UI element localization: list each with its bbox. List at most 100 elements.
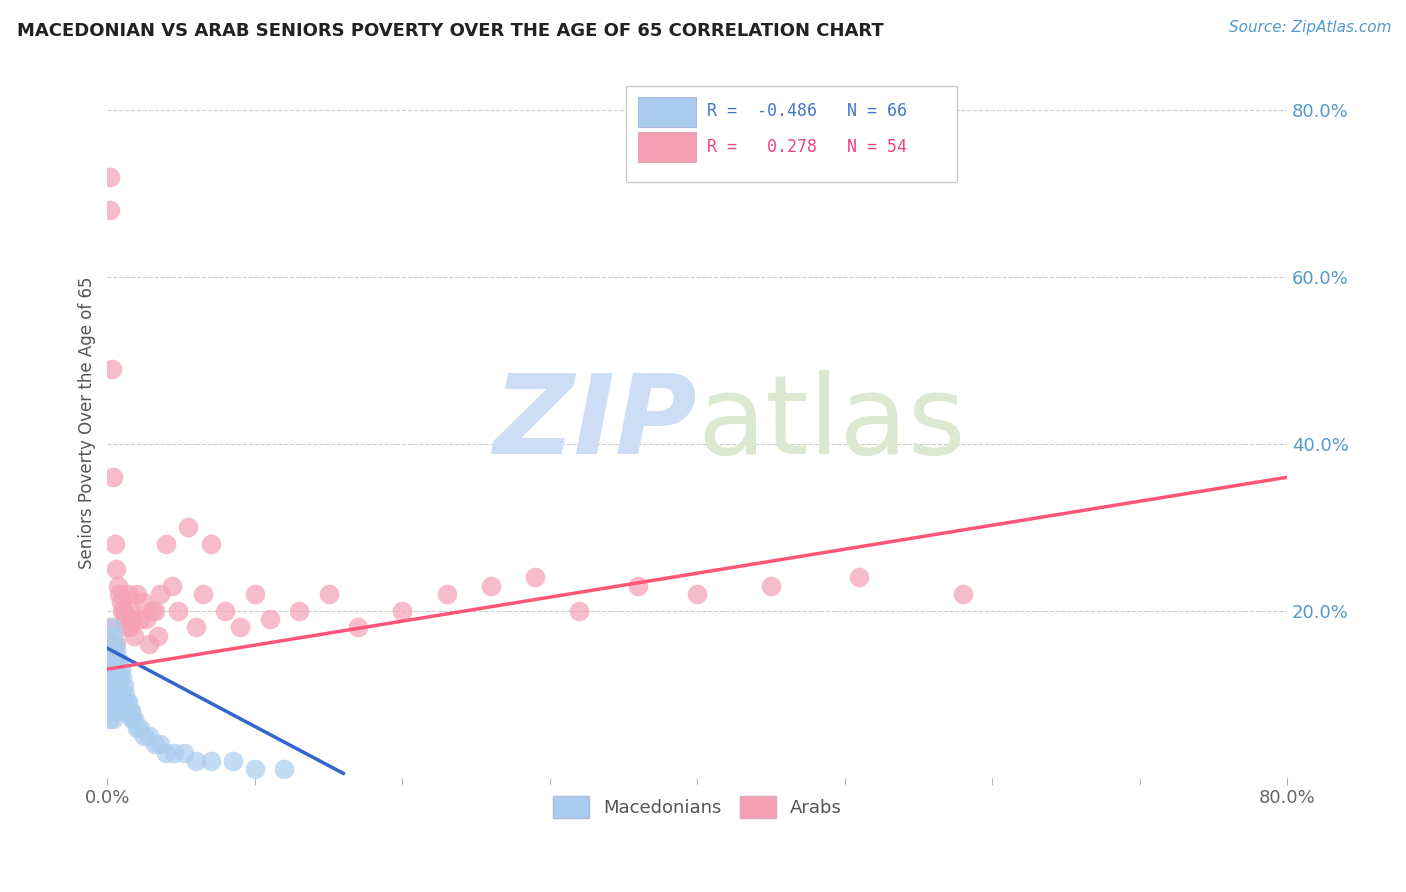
Point	[108, 654, 131, 668]
Point	[103, 679, 125, 693]
Point	[104, 654, 127, 668]
Point	[98, 687, 121, 701]
Point	[104, 670, 127, 684]
FancyBboxPatch shape	[627, 87, 956, 182]
Point	[229, 620, 252, 634]
Point	[128, 612, 150, 626]
FancyBboxPatch shape	[638, 97, 696, 127]
Point	[101, 645, 124, 659]
Text: Source: ZipAtlas.com: Source: ZipAtlas.com	[1229, 20, 1392, 35]
Point	[103, 712, 125, 726]
Point	[627, 579, 650, 593]
Point	[101, 620, 124, 634]
Point	[98, 704, 121, 718]
Point	[118, 704, 141, 718]
Point	[138, 637, 160, 651]
Point	[97, 712, 120, 726]
Point	[112, 604, 135, 618]
Point	[173, 746, 195, 760]
Point	[112, 679, 135, 693]
Point	[97, 696, 120, 710]
Point	[143, 737, 166, 751]
Point	[105, 637, 128, 651]
Point	[103, 704, 125, 718]
Point	[115, 620, 138, 634]
Point	[184, 754, 207, 768]
Point	[167, 604, 190, 618]
Point	[101, 361, 124, 376]
Point	[111, 670, 134, 684]
Point	[108, 696, 131, 710]
Point	[107, 670, 129, 684]
Point	[214, 604, 236, 618]
Point	[114, 612, 136, 626]
Point	[121, 712, 143, 726]
Point	[120, 704, 142, 718]
Point	[259, 612, 281, 626]
Point	[125, 721, 148, 735]
Point	[848, 570, 870, 584]
Point	[155, 746, 177, 760]
Point	[112, 704, 135, 718]
Point	[103, 696, 125, 710]
Point	[135, 612, 157, 626]
Point	[105, 696, 128, 710]
Point	[759, 579, 782, 593]
Point	[141, 604, 163, 618]
Point	[193, 587, 215, 601]
Text: ZIP: ZIP	[494, 369, 697, 476]
Point	[318, 587, 340, 601]
Point	[568, 604, 591, 618]
Point	[104, 704, 127, 718]
Point	[125, 587, 148, 601]
Point	[107, 579, 129, 593]
Point	[104, 687, 127, 701]
Point	[143, 604, 166, 618]
Legend: Macedonians, Arabs: Macedonians, Arabs	[546, 789, 849, 825]
Point	[134, 729, 156, 743]
Point	[110, 662, 132, 676]
Point	[391, 604, 413, 618]
Point	[108, 670, 131, 684]
Point	[114, 687, 136, 701]
Point	[132, 595, 155, 609]
Point	[110, 595, 132, 609]
Point	[98, 696, 121, 710]
Point	[104, 537, 127, 551]
Point	[128, 721, 150, 735]
Point	[122, 712, 145, 726]
Point	[98, 645, 121, 659]
Point	[101, 637, 124, 651]
Point	[98, 679, 121, 693]
Point	[347, 620, 370, 634]
Point	[97, 704, 120, 718]
Point	[101, 687, 124, 701]
Point	[122, 629, 145, 643]
Point	[200, 537, 222, 551]
Point	[177, 520, 200, 534]
Point	[149, 737, 172, 751]
Point	[479, 579, 502, 593]
Point	[155, 537, 177, 551]
Point	[97, 670, 120, 684]
Point	[162, 579, 184, 593]
Point	[97, 687, 120, 701]
Point	[243, 762, 266, 776]
Point	[97, 620, 120, 634]
Point	[103, 629, 125, 643]
Point	[104, 637, 127, 651]
Point	[103, 470, 125, 484]
Point	[105, 679, 128, 693]
Point	[200, 754, 222, 768]
Point	[120, 604, 142, 618]
Point	[107, 654, 129, 668]
Point	[101, 679, 124, 693]
Point	[243, 587, 266, 601]
Point	[103, 662, 125, 676]
Point	[952, 587, 974, 601]
Point	[436, 587, 458, 601]
Point	[686, 587, 709, 601]
Text: R =   0.278   N = 54: R = 0.278 N = 54	[707, 137, 907, 155]
Point	[105, 562, 128, 576]
FancyBboxPatch shape	[638, 132, 696, 162]
